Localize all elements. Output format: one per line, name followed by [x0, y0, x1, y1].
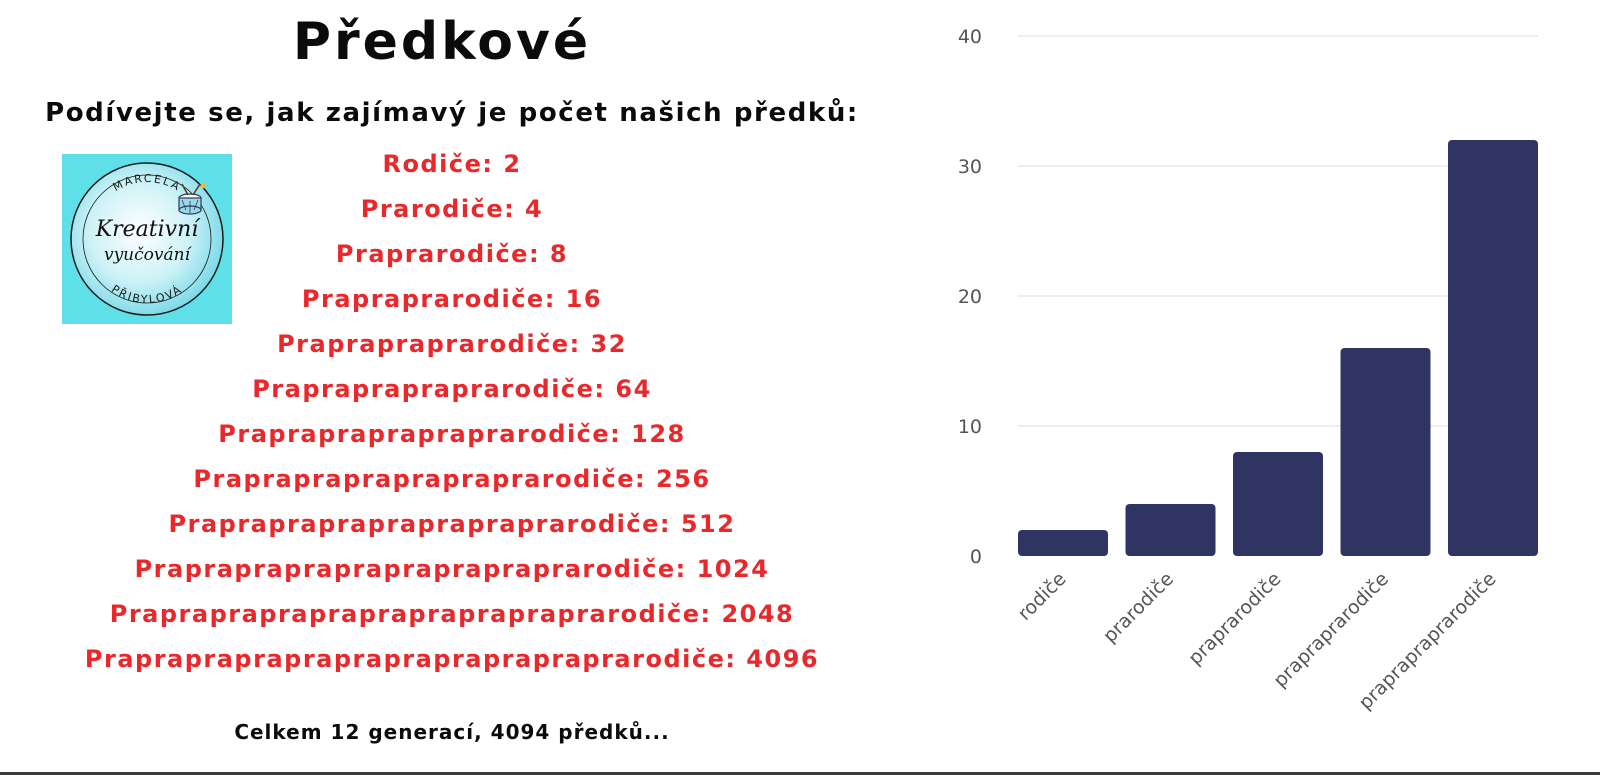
bar-praprapraprarodice	[1448, 140, 1538, 556]
bars	[1018, 140, 1538, 556]
left-panel: Předkové Podívejte se, jak zajímavý je p…	[45, 12, 857, 744]
logo: MARCELA PŘIBYLOVÁ Kreativní vyučování	[62, 154, 232, 324]
y-tick-label-10: 10	[958, 416, 982, 438]
bar-chart-svg: 0 10 20 30 40 rodiče prarodiče praprarodičepra…	[958, 26, 1538, 714]
subtitle: Podívejte se, jak zajímavý je počet naši…	[45, 98, 859, 128]
bar-chart: 0 10 20 30 40 rodiče prarodiče praprarodiče pra…	[940, 0, 1600, 760]
ancestor-item-gen-5: Praprapraprarodiče: 32	[277, 330, 627, 358]
logo-script-line2: vyučování	[104, 245, 193, 265]
y-tick-label-20: 20	[958, 286, 982, 308]
ancestor-item-gen-9: Praprapraprapraprapraprarodiče: 512	[168, 510, 736, 538]
x-axis-labels: rodiče prarodiče praprarodičeprapraprarodi…	[1014, 568, 1501, 714]
x-tick-label-prapraprarodice: prapraprarodiče	[1269, 568, 1393, 692]
logo-graphic: MARCELA PŘIBYLOVÁ Kreativní vyučování	[70, 162, 224, 316]
ancestor-item-gen-12: Prapraprapraprapraprapraprapraprarodiče:…	[84, 645, 820, 673]
x-tick-label-rodice: rodiče	[1014, 568, 1071, 625]
bottom-border	[0, 772, 1600, 775]
ancestor-item-grandparents: Prarodiče: 4	[360, 195, 544, 223]
y-tick-label-0: 0	[970, 546, 982, 568]
ancestor-item-gen-6: Prapraprapraprarodiče: 64	[252, 375, 652, 403]
x-tick-label-prarodice: prarodiče	[1099, 568, 1178, 647]
bar-praprarodice	[1233, 452, 1323, 556]
ancestor-item-gen-4: Prapraprarodiče: 16	[301, 285, 603, 313]
drum-icon	[178, 183, 206, 215]
y-tick-label-30: 30	[958, 156, 982, 178]
ancestor-list: Rodiče: 2 Prarodiče: 4 Praprarodiče: 8 P…	[0, 142, 904, 682]
bar-prapraprarodice	[1340, 348, 1431, 556]
ancestor-item-gen-3: Praprarodiče: 8	[335, 240, 569, 268]
y-axis-ticks: 0 10 20 30 40	[958, 26, 982, 568]
ancestor-item-parents: Rodiče: 2	[382, 150, 522, 178]
ancestor-item-gen-8: Prapraprapraprapraprarodiče: 256	[193, 465, 711, 493]
ancestor-item-gen-11: Praprapraprapraprapraprapraprarodiče: 20…	[109, 600, 795, 628]
bar-prarodice	[1125, 504, 1216, 556]
bar-rodice	[1018, 530, 1108, 556]
summary-text: Celkem 12 generací, 4094 předků...	[234, 720, 670, 744]
page-title: Předkové	[292, 12, 592, 72]
logo-script-line1: Kreativní	[95, 217, 202, 242]
y-tick-label-40: 40	[958, 26, 982, 48]
x-tick-label-praprarodice: praprarodiče	[1184, 568, 1285, 669]
ancestor-item-gen-7: Praprapraprapraprarodiče: 128	[218, 420, 686, 448]
ancestor-item-gen-10: Prapraprapraprapraprapraprarodiče: 1024	[134, 555, 770, 583]
